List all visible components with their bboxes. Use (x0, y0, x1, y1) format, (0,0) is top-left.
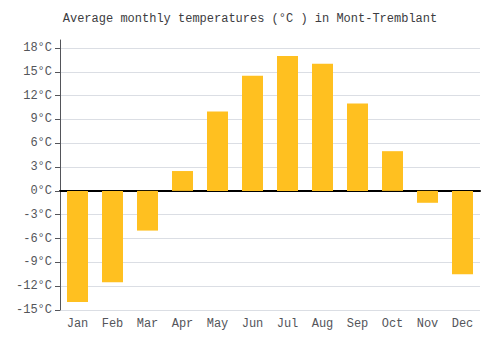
svg-text:Feb: Feb (102, 317, 124, 331)
svg-text:Average monthly temperatures (: Average monthly temperatures (°C ) in Mo… (63, 12, 437, 26)
svg-text:Apr: Apr (172, 317, 194, 331)
svg-text:Nov: Nov (417, 317, 439, 331)
svg-text:-3°C: -3°C (23, 208, 52, 222)
svg-text:-9°C: -9°C (23, 255, 52, 269)
svg-text:0°C: 0°C (30, 184, 52, 198)
svg-text:-12°C: -12°C (16, 279, 52, 293)
svg-text:May: May (207, 317, 229, 331)
svg-text:-6°C: -6°C (23, 232, 52, 246)
svg-text:9°C: 9°C (30, 112, 52, 126)
svg-text:18°C: 18°C (23, 41, 52, 55)
svg-text:Dec: Dec (452, 317, 474, 331)
svg-text:3°C: 3°C (30, 160, 52, 174)
svg-text:Jun: Jun (242, 317, 264, 331)
svg-text:Jan: Jan (67, 317, 89, 331)
svg-text:Aug: Aug (312, 317, 334, 331)
svg-text:Mar: Mar (137, 317, 159, 331)
svg-text:-15°C: -15°C (16, 303, 52, 317)
svg-text:6°C: 6°C (30, 136, 52, 150)
svg-text:12°C: 12°C (23, 89, 52, 103)
svg-text:Jul: Jul (277, 317, 299, 331)
svg-text:Sep: Sep (347, 317, 369, 331)
svg-text:Oct: Oct (382, 317, 404, 331)
svg-text:15°C: 15°C (23, 65, 52, 79)
